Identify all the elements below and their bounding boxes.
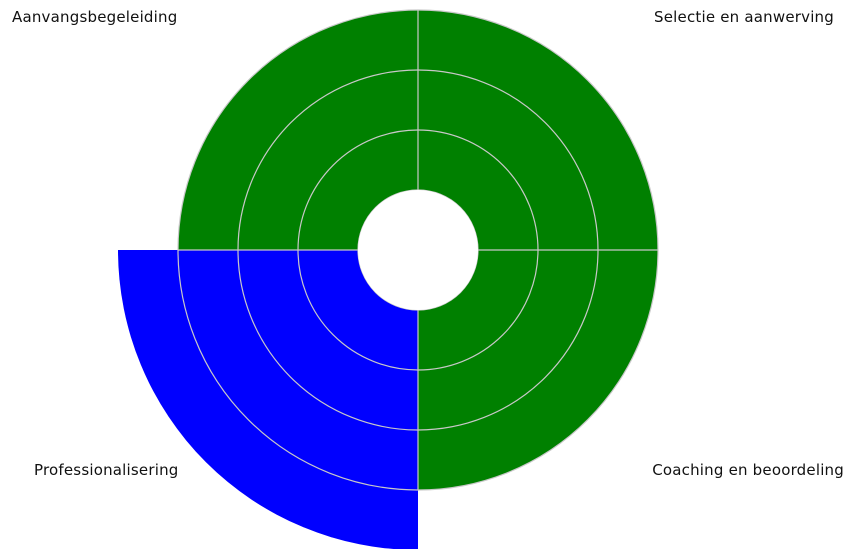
center-hole	[358, 190, 478, 310]
sector-professionalisering	[118, 250, 418, 550]
sector-label-aanvangsbegeleiding: Aanvangsbegeleiding	[12, 8, 178, 26]
sector-selectie-en-aanwerving	[418, 10, 658, 250]
sector-label-selectie-en-aanwerving: Selectie en aanwerving	[654, 8, 834, 26]
sector-label-coaching-en-beoordeling: Coaching en beoordeling	[652, 461, 844, 479]
sector-aanvangsbegeleiding	[178, 10, 418, 250]
sector-label-professionalisering: Professionalisering	[34, 461, 179, 479]
sector-coaching-en-beoordeling	[418, 250, 658, 490]
